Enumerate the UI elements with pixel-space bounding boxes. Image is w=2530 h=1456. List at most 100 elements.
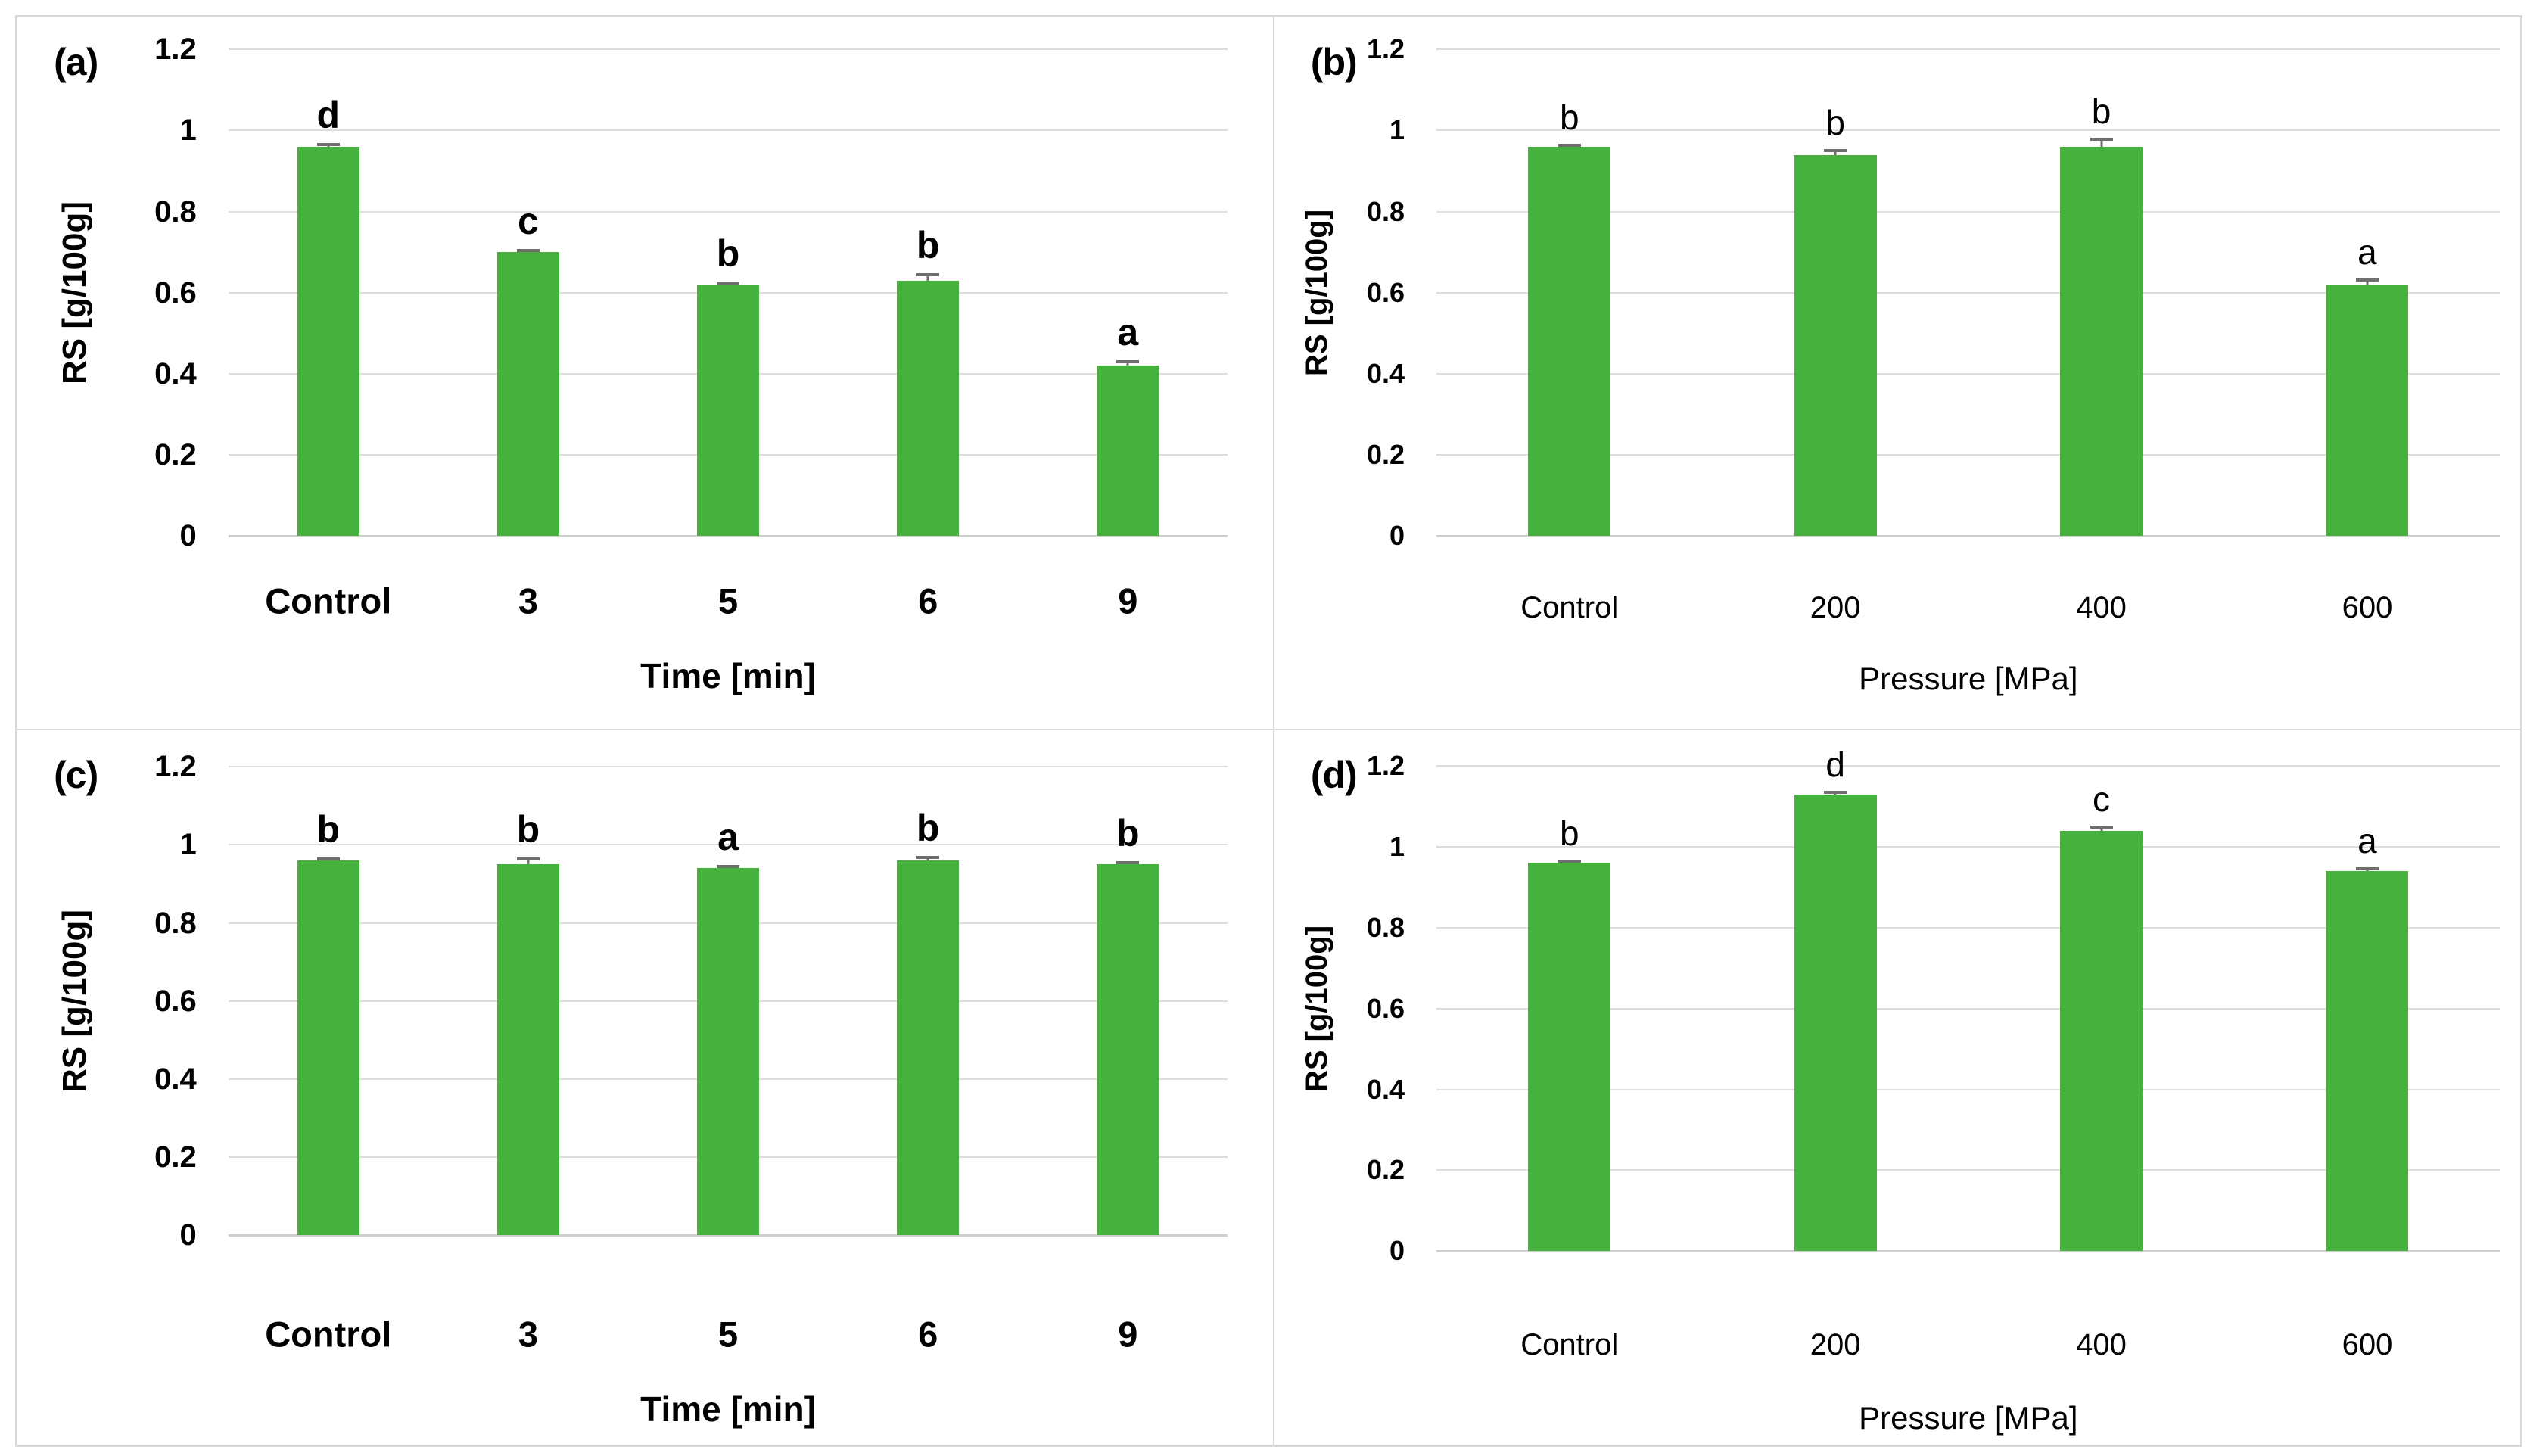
y-tick-label: 0.8 [154, 906, 197, 940]
error-bar-stem [926, 855, 929, 861]
bar-3 [496, 864, 559, 1236]
error-bar-stem [926, 273, 929, 281]
x-tick-label: 5 [717, 580, 739, 621]
y-tick-label: 1 [179, 114, 197, 148]
x-tick-label: 200 [1810, 591, 1861, 625]
error-bar [916, 273, 940, 281]
panel-c: (c) RS [g/100g] 0 0.2 0.4 0.6 0.8 1 1.2 b b a b b C… [17, 730, 1274, 1445]
x-tick-label: Control [1520, 591, 1619, 625]
panel-label: (d) [1310, 754, 1358, 797]
y-axis-title: RS [g/100g] [1300, 926, 1334, 1093]
error-bar [516, 248, 540, 253]
error-bar-stem [1834, 791, 1837, 795]
y-tick-label: 1 [179, 828, 197, 862]
bar-5 [697, 868, 759, 1236]
gridline [228, 48, 1228, 51]
y-tick-label: 0.8 [154, 194, 197, 229]
error-bar-stem [1126, 360, 1129, 366]
x-axis-title: Time [min] [640, 655, 816, 695]
error-bar [2355, 278, 2379, 285]
error-bar-stem [1126, 861, 1129, 865]
y-tick-label: 1.2 [154, 33, 197, 67]
y-tick-label: 0.4 [1367, 1073, 1405, 1105]
significance-letter: b [316, 807, 341, 851]
bar-control [1528, 146, 1611, 537]
significance-letter: b [916, 806, 940, 849]
bar-control [297, 860, 359, 1236]
y-tick-label: 0.6 [154, 275, 197, 310]
bar-200 [1794, 794, 1877, 1252]
significance-letter: a [2357, 232, 2377, 272]
significance-letter: b [516, 807, 540, 851]
x-tick-label: 3 [518, 580, 538, 621]
bar-200 [1794, 154, 1877, 537]
y-tick-label: 0.2 [1367, 1154, 1405, 1186]
bar-400 [2060, 830, 2143, 1252]
y-tick-label: 0.8 [1367, 195, 1405, 227]
x-tick-label: 200 [1810, 1327, 1861, 1361]
plot-area-b: 0 0.2 0.4 0.6 0.8 1 1.2 b b b a [1367, 36, 2500, 549]
bar-control [1528, 863, 1611, 1252]
error-bar-stem [327, 142, 330, 147]
y-tick-label: 0 [179, 1218, 197, 1252]
gridline [1436, 210, 2500, 213]
y-tick-label: 0 [1389, 1235, 1405, 1267]
gridline [1436, 1169, 2500, 1171]
error-bar-stem [1834, 149, 1837, 155]
y-axis-title: RS [g/100g] [56, 201, 94, 384]
bar-9 [1097, 864, 1159, 1236]
x-tick-label: 9 [1118, 1314, 1138, 1355]
error-bar [516, 857, 540, 865]
y-tick-label: 0.6 [154, 984, 197, 1018]
gridline [228, 766, 1228, 768]
significance-letter: d [316, 93, 341, 136]
y-tick-label: 0 [1389, 520, 1405, 552]
error-bar [717, 281, 740, 285]
x-tick-label: Control [265, 580, 392, 621]
y-tick-label: 0.6 [1367, 276, 1405, 308]
error-bar-stem [2366, 278, 2369, 285]
significance-letter: c [2093, 779, 2111, 820]
y-axis-title: RS [g/100g] [56, 909, 94, 1093]
y-axis-title: RS [g/100g] [1300, 209, 1334, 376]
y-tick-label: 0.2 [154, 1140, 197, 1174]
significance-letter: a [717, 816, 739, 859]
error-bar [1116, 360, 1140, 366]
y-tick-label: 0.4 [154, 1062, 197, 1097]
error-bar [1558, 860, 1581, 863]
error-bar-stem [2100, 138, 2103, 147]
y-tick-label: 0.4 [1367, 357, 1405, 389]
error-bar-stem [727, 865, 730, 869]
x-tick-label: 400 [2076, 591, 2127, 625]
x-axis-baseline [1436, 535, 2500, 538]
gridline [1436, 372, 2500, 375]
bar-5 [697, 285, 759, 537]
bar-600 [2326, 285, 2409, 537]
gridline [228, 844, 1228, 846]
error-bar [316, 857, 340, 861]
x-tick-label: 3 [518, 1314, 538, 1355]
x-axis-title: Pressure [MPa] [1859, 661, 2078, 697]
error-bar-stem [527, 248, 530, 253]
y-tick-label: 0.8 [1367, 911, 1405, 943]
four-panel-bar-figure: (a) RS [g/100g] 0 0.2 0.4 0.6 0.8 1 1.2 d c b b a C… [15, 15, 2522, 1447]
panel-d: (d) RS [g/100g] 0 0.2 0.4 0.6 0.8 1 1.2 b d c a Co… [1274, 730, 2521, 1445]
y-tick-label: 1.2 [1367, 33, 1405, 65]
y-tick-label: 0.4 [154, 356, 197, 390]
panel-label: (b) [1310, 41, 1358, 84]
gridline [228, 210, 1228, 213]
error-bar [316, 142, 340, 147]
bar-6 [897, 280, 960, 537]
bar-6 [897, 860, 960, 1236]
bar-600 [2326, 871, 2409, 1252]
error-bar [717, 865, 740, 869]
error-bar-stem [327, 857, 330, 861]
significance-letter: b [716, 232, 740, 275]
bar-9 [1097, 366, 1159, 537]
error-bar-stem [727, 281, 730, 285]
significance-letter: b [1559, 814, 1579, 854]
x-axis-baseline [1436, 1250, 2500, 1253]
error-bar [1116, 861, 1140, 865]
bar-3 [496, 252, 559, 537]
